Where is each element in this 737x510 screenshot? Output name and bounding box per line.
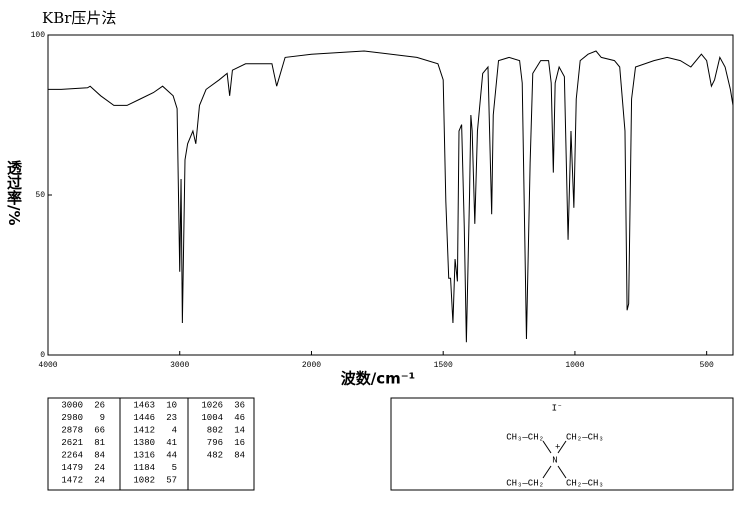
peak-intensity: 41 bbox=[166, 438, 177, 448]
y-tick-label: 0 bbox=[40, 351, 45, 360]
peak-wavenumber: 2264 bbox=[61, 450, 83, 460]
peak-intensity: 36 bbox=[234, 400, 245, 410]
peak-wavenumber: 2621 bbox=[61, 438, 83, 448]
peak-wavenumber: 1004 bbox=[201, 413, 223, 423]
chem-group: CH₃—CH₂ bbox=[506, 478, 544, 488]
peak-intensity: 84 bbox=[94, 450, 105, 460]
x-axis-label: 波数/cm⁻¹ bbox=[341, 370, 416, 388]
x-tick-label: 3000 bbox=[170, 361, 189, 370]
peak-wavenumber: 1412 bbox=[133, 425, 155, 435]
peak-wavenumber: 1316 bbox=[133, 450, 155, 460]
spectrum-line bbox=[48, 50, 734, 343]
peak-wavenumber: 3000 bbox=[61, 400, 83, 410]
chem-group: CH₃—CH₂ bbox=[506, 432, 544, 442]
x-tick-label: 4000 bbox=[38, 361, 57, 370]
peak-intensity: 10 bbox=[166, 400, 177, 410]
peak-intensity: 66 bbox=[94, 425, 105, 435]
peak-intensity: 84 bbox=[234, 450, 245, 460]
bonds bbox=[542, 440, 567, 479]
peak-intensity: 24 bbox=[94, 475, 105, 485]
bond bbox=[542, 465, 552, 479]
structure-frame bbox=[390, 397, 734, 491]
center-atom: N bbox=[552, 455, 557, 465]
peak-intensity: 44 bbox=[166, 450, 177, 460]
peak-wavenumber: 2878 bbox=[61, 425, 83, 435]
peak-wavenumber: 1472 bbox=[61, 475, 83, 485]
peak-intensity: 4 bbox=[172, 425, 177, 435]
y-axis-label: 透过率/% bbox=[5, 160, 23, 226]
peak-wavenumber: 2980 bbox=[61, 413, 83, 423]
x-tick-label: 1000 bbox=[565, 361, 584, 370]
peak-wavenumber: 1479 bbox=[61, 463, 83, 473]
peak-wavenumber: 1463 bbox=[133, 400, 155, 410]
x-tick-label: 2000 bbox=[302, 361, 321, 370]
peak-intensity: 24 bbox=[94, 463, 105, 473]
peak-intensity: 9 bbox=[100, 413, 105, 423]
peak-wavenumber: 1184 bbox=[133, 463, 155, 473]
chart-title: KBr压片法 bbox=[42, 9, 116, 27]
x-tick-label: 1500 bbox=[434, 361, 453, 370]
peak-wavenumber: 1082 bbox=[133, 475, 155, 485]
peak-wavenumber: 482 bbox=[207, 450, 223, 460]
peak-wavenumber: 1446 bbox=[133, 413, 155, 423]
peak-wavenumber: 802 bbox=[207, 425, 223, 435]
chem-group: CH₂—CH₃ bbox=[566, 478, 604, 488]
peak-table-frame bbox=[47, 397, 255, 491]
peak-intensity: 57 bbox=[166, 475, 177, 485]
peak-wavenumber: 1026 bbox=[201, 400, 223, 410]
anion: I⁻ bbox=[552, 403, 563, 413]
peak-wavenumber: 1380 bbox=[133, 438, 155, 448]
peak-intensity: 5 bbox=[172, 463, 177, 473]
peak-intensity: 23 bbox=[166, 413, 177, 423]
chem-group: CH₂—CH₃ bbox=[566, 432, 604, 442]
bond bbox=[557, 440, 567, 454]
peak-intensity: 16 bbox=[234, 438, 245, 448]
bond bbox=[542, 440, 552, 454]
peak-intensity: 81 bbox=[94, 438, 105, 448]
charge: + bbox=[555, 442, 560, 452]
x-tick-label: 500 bbox=[699, 361, 714, 370]
peak-intensity: 14 bbox=[234, 425, 245, 435]
bond bbox=[557, 465, 567, 479]
peak-wavenumber: 796 bbox=[207, 438, 223, 448]
peak-intensity: 46 bbox=[234, 413, 245, 423]
y-tick-label: 100 bbox=[31, 31, 46, 40]
peak-intensity: 26 bbox=[94, 400, 105, 410]
y-tick-label: 50 bbox=[35, 191, 45, 200]
